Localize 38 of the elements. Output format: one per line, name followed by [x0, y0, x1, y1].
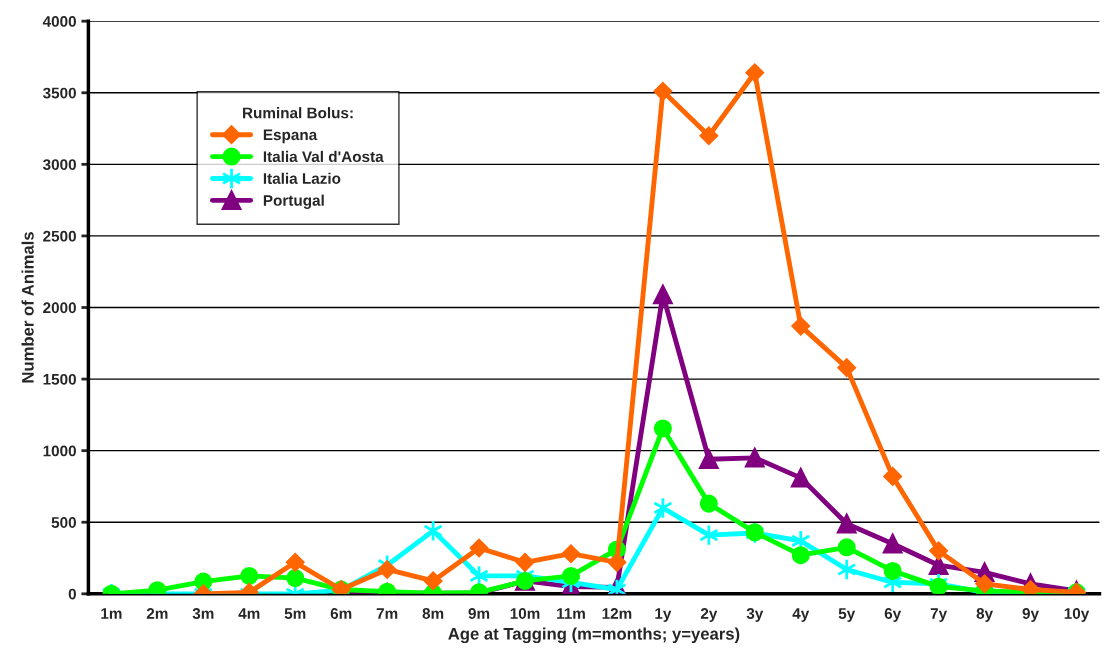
y-tick-label: 2000: [43, 302, 76, 314]
y-tick-label: 3500: [42, 87, 76, 99]
x-tick-label: 6m: [330, 608, 352, 619]
y-tick-label: 1000: [43, 445, 76, 457]
x-tick-label: 6y: [884, 608, 902, 622]
legend-label: Italia Val d'Aosta: [263, 150, 384, 163]
legend-label: Italia Lazio: [263, 172, 341, 184]
x-tick-label: 4m: [238, 608, 260, 619]
x-tick-label: 12m: [602, 608, 632, 619]
legend-title: Ruminal Bolus:: [243, 107, 353, 119]
x-tick-label: 7m: [376, 608, 398, 619]
x-tick-label: 8m: [422, 608, 444, 619]
x-tick-label: 9y: [1022, 608, 1039, 622]
x-tick-label: 11m: [557, 608, 585, 619]
x-tick-label: 1m: [101, 608, 122, 619]
x-axis-title: Age at Tagging (m=months; y=years): [448, 627, 740, 644]
y-tick-label: 0: [68, 588, 76, 600]
y-tick-label: 4000: [42, 16, 76, 27]
x-tick-label: 1y: [655, 608, 672, 622]
y-tick-label: 2500: [43, 230, 76, 242]
x-tick-label: 8y: [976, 608, 993, 622]
y-tick-label: 500: [51, 517, 76, 528]
legend-label: Portugal: [263, 194, 324, 209]
x-tick-label: 3m: [192, 608, 214, 619]
x-tick-label: 2y: [700, 608, 718, 622]
legend-label: Espana: [263, 129, 318, 144]
x-tick-label: 4y: [792, 608, 810, 622]
x-tick-label: 10y: [1064, 608, 1090, 622]
y-axis-title: Number of Animals: [21, 232, 34, 383]
x-tick-label: 5m: [284, 608, 306, 619]
y-tick-label: 1500: [43, 373, 76, 385]
x-tick-label: 10m: [510, 608, 540, 619]
x-tick-label: 5y: [838, 608, 856, 622]
x-tick-label: 3y: [746, 608, 764, 622]
y-tick-label: 3000: [42, 159, 76, 171]
x-tick-label: 2m: [146, 608, 168, 619]
x-tick-label: 7y: [930, 608, 948, 622]
x-tick-label: 9m: [468, 608, 490, 619]
